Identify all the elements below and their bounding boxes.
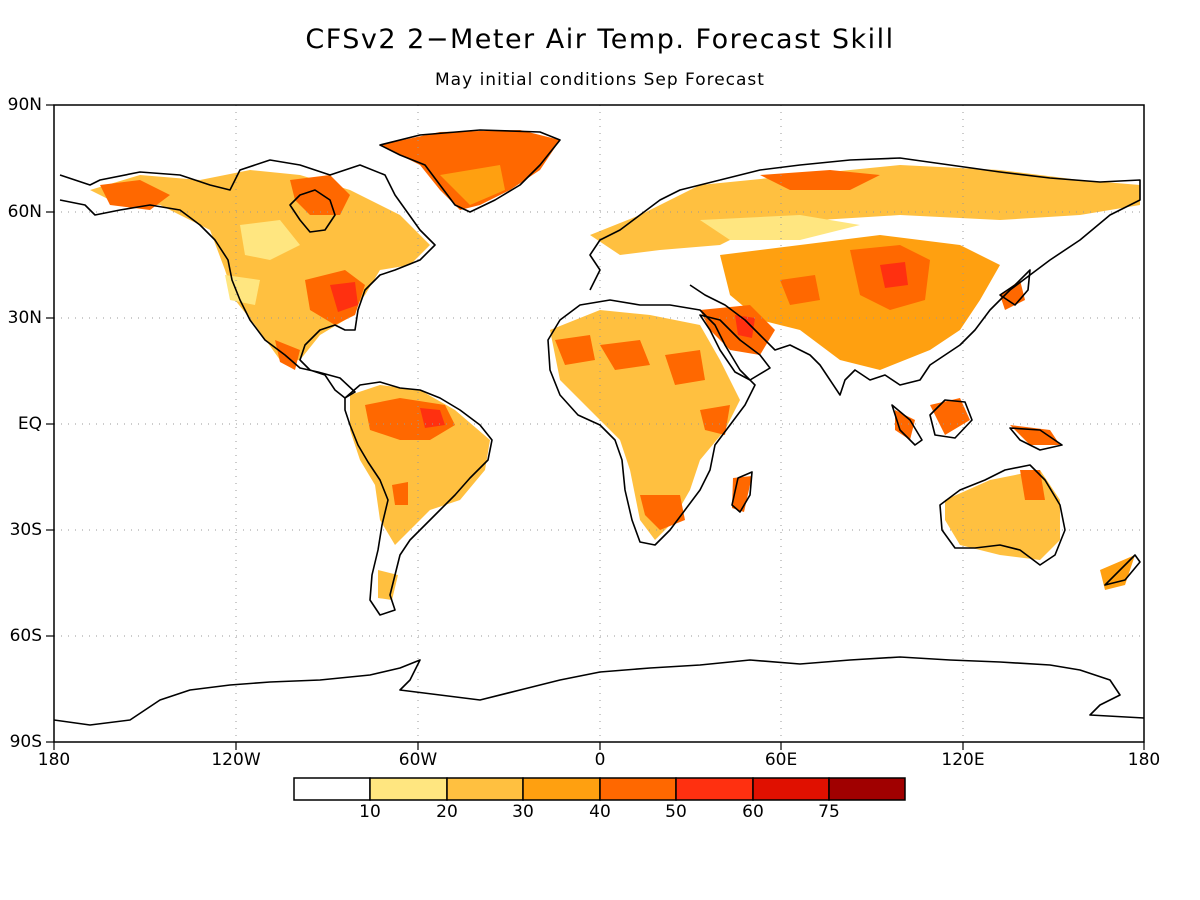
colorbar-label-20: 20	[436, 802, 458, 822]
coast-arabia	[699, 314, 771, 381]
lat-label-60s: 60S	[9, 626, 42, 646]
lat-label-eq: EQ	[17, 414, 42, 434]
colorbar-label-10: 10	[359, 802, 381, 822]
colorbar-bin-3	[446, 777, 524, 801]
colorbar-label-40: 40	[589, 802, 611, 822]
coast-borneo	[929, 399, 973, 439]
colorbar-label-75: 75	[818, 802, 840, 822]
coast-asia	[689, 157, 1141, 396]
coast-sumatra	[891, 404, 923, 446]
coast-hudson-bay	[289, 189, 336, 233]
coast-madagascar	[731, 471, 753, 513]
lon-label-180w: 180	[37, 750, 71, 770]
coast-new-guinea	[1009, 427, 1063, 451]
coast-new-zealand	[1104, 554, 1141, 586]
skill-shading	[90, 130, 1140, 600]
colorbar-label-60: 60	[742, 802, 764, 822]
lat-label-60n: 60N	[7, 202, 42, 222]
lon-label-60e: 60E	[764, 750, 798, 770]
colorbar-bin-6	[675, 777, 754, 801]
colorbar-bin-7	[752, 777, 830, 801]
map-subtitle: May initial conditions Sep Forecast	[435, 70, 765, 90]
lat-label-30s: 30S	[9, 520, 42, 540]
lon-label-120e: 120E	[941, 750, 985, 770]
tick-marks	[46, 104, 1145, 750]
colorbar-bin-5	[599, 777, 677, 801]
coast-greenland	[379, 129, 561, 213]
coast-japan	[999, 269, 1031, 306]
lon-label-0: 0	[594, 750, 606, 770]
lon-label-60w: 60W	[398, 750, 438, 770]
colorbar	[293, 777, 906, 801]
coast-australia	[939, 464, 1066, 566]
coast-africa	[547, 299, 756, 546]
colorbar-bin-8	[828, 777, 906, 801]
lon-label-120w: 120W	[211, 750, 261, 770]
skill-field	[54, 105, 1144, 742]
lat-label-90s: 90S	[9, 732, 42, 752]
map-title: CFSv2 2−Meter Air Temp. Forecast Skill	[305, 24, 895, 55]
coast-south-america	[344, 381, 493, 616]
coastlines	[54, 129, 1144, 726]
lon-label-180e: 180	[1127, 750, 1161, 770]
colorbar-label-50: 50	[665, 802, 687, 822]
coast-north-america	[59, 159, 436, 399]
lat-label-30n: 30N	[7, 308, 42, 328]
lat-label-90n: 90N	[7, 95, 42, 115]
colorbar-bin-4	[522, 777, 601, 801]
coast-antarctica	[54, 656, 1144, 726]
colorbar-label-30: 30	[512, 802, 534, 822]
coast-europe	[589, 179, 721, 291]
colorbar-bin-1	[293, 777, 371, 801]
colorbar-bin-2	[369, 777, 448, 801]
